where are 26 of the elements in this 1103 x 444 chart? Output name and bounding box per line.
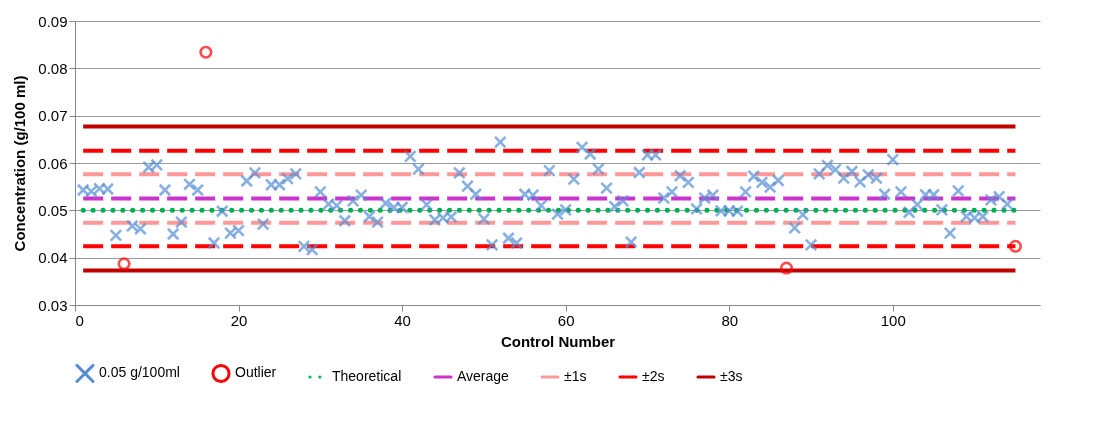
x-tick-label: 100 [880,311,906,329]
y-tick-label: 0.03 [38,296,68,314]
point [779,261,794,275]
legend-label: ±2s [642,368,665,384]
legend-label: Average [457,368,510,384]
legend-label: Outlier [235,364,277,381]
x-tick-label: 80 [721,311,739,329]
y-tick-label: 0.09 [38,12,68,30]
point [199,45,213,59]
y-tick-label: 0.06 [38,154,68,172]
x-axis-title: Control Number [500,332,616,350]
y-axis-title: Concentration (g/100 ml) [11,75,29,252]
y-tick-label: 0.05 [38,201,68,219]
legend-label: ±3s [720,368,743,384]
point [1008,239,1023,253]
y-tick-label: 0.07 [38,107,68,125]
y-tick-label: 0.04 [38,249,68,267]
legend-label: 0.05 g/100ml [99,364,180,381]
legend-label: ±1s [564,368,587,384]
x-tick-label: 0 [75,311,84,329]
x-tick-label: 40 [394,311,411,329]
y-tick-label: 0.08 [38,59,68,77]
x-tick-label: 20 [230,311,248,329]
x-tick-label: 60 [557,311,575,329]
legend-label: Theoretical [332,368,402,384]
point [117,257,131,271]
